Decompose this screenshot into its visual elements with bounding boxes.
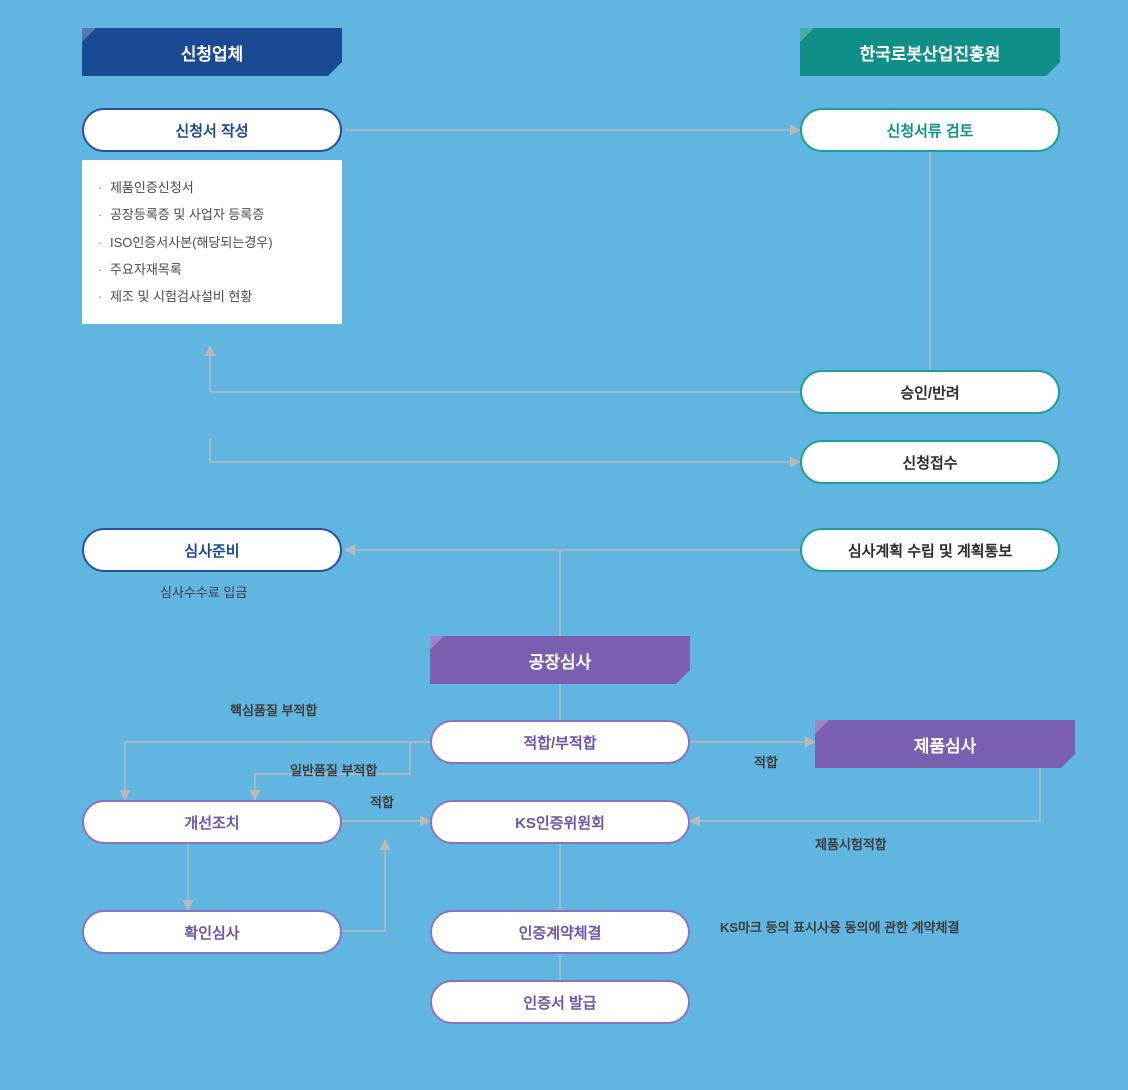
node-application-write: 신청서 작성 <box>82 108 342 152</box>
header-factory-audit: 공장심사 <box>430 636 690 684</box>
caption-fit-right: 적합 <box>754 752 778 771</box>
caption-fit-left: 적합 <box>370 792 394 811</box>
caption-product-test-fit: 제품시험적합 <box>815 834 887 853</box>
node-fit-unfit: 적합/부적합 <box>430 720 690 764</box>
node-ks-committee: KS인증위원회 <box>430 800 690 844</box>
flowchart-canvas: 신청업체 한국로봇산업진흥원 공장심사 제품심사 신청서 작성 신청서류 검토 … <box>0 0 1128 1090</box>
node-audit-plan: 심사계획 수립 및 계획통보 <box>800 528 1060 572</box>
list-item: 공장등록증 및 사업자 등록증 <box>98 201 326 228</box>
header-product-audit: 제품심사 <box>815 720 1075 768</box>
list-item: 주요자재목록 <box>98 256 326 283</box>
node-receive: 신청접수 <box>800 440 1060 484</box>
node-doc-review: 신청서류 검토 <box>800 108 1060 152</box>
application-documents-list: 제품인증신청서 공장등록증 및 사업자 등록증 ISO인증서사본(해당되는경우)… <box>82 160 342 324</box>
caption-ks-mark-contract: KS마크 등의 표시사용 동의에 관한 계약체결 <box>720 917 959 936</box>
node-audit-prepare: 심사준비 <box>82 528 342 572</box>
node-cert-contract: 인증계약체결 <box>430 910 690 954</box>
header-kiria: 한국로봇산업진흥원 <box>800 28 1060 76</box>
caption-audit-fee: 심사수수료 입금 <box>160 582 247 601</box>
caption-general-nonconform: 일반품질 부적합 <box>290 760 377 779</box>
list-item: ISO인증서사본(해당되는경우) <box>98 229 326 256</box>
node-cert-issue: 인증서 발급 <box>430 980 690 1024</box>
node-verify-audit: 확인심사 <box>82 910 342 954</box>
node-approve-reject: 승인/반려 <box>800 370 1060 414</box>
caption-core-nonconform: 핵심품질 부적합 <box>230 700 317 719</box>
header-applicant: 신청업체 <box>82 28 342 76</box>
node-improve-action: 개선조치 <box>82 800 342 844</box>
list-item: 제조 및 시험검사설비 현황 <box>98 283 326 310</box>
list-item: 제품인증신청서 <box>98 174 326 201</box>
